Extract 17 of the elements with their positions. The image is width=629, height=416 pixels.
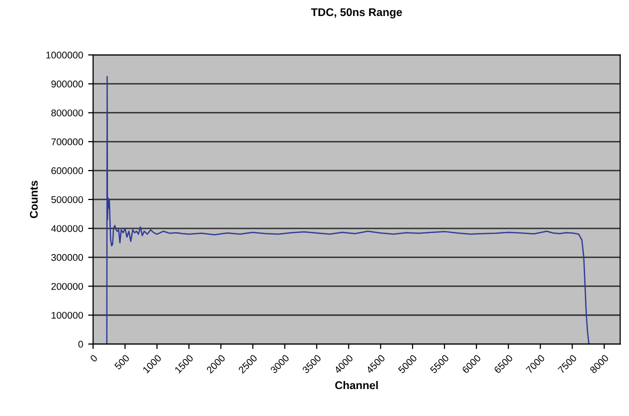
- x-axis-title: Channel: [335, 381, 378, 390]
- y-tick-label: 500000: [51, 196, 83, 204]
- y-tick-label: 200000: [51, 282, 83, 290]
- line-series: [106, 76, 591, 344]
- y-tick-label: 1000000: [46, 52, 83, 59]
- y-tick-label: 300000: [51, 254, 83, 261]
- y-tick-label: 600000: [51, 167, 83, 174]
- y-tick-label: 100000: [52, 312, 83, 319]
- chart-title: TDC, 50ns Range: [311, 8, 402, 18]
- x-tick-label: 0: [90, 354, 98, 362]
- y-tick-label: 800000: [51, 109, 83, 116]
- y-axis-title: Counts: [30, 180, 38, 218]
- y-tick-label: 0: [78, 340, 83, 348]
- y-tick-label: 700000: [51, 138, 83, 146]
- y-tick-label: 900000: [51, 80, 83, 88]
- y-tick-label: 400000: [51, 225, 83, 232]
- x-tick-label: 500: [114, 354, 130, 370]
